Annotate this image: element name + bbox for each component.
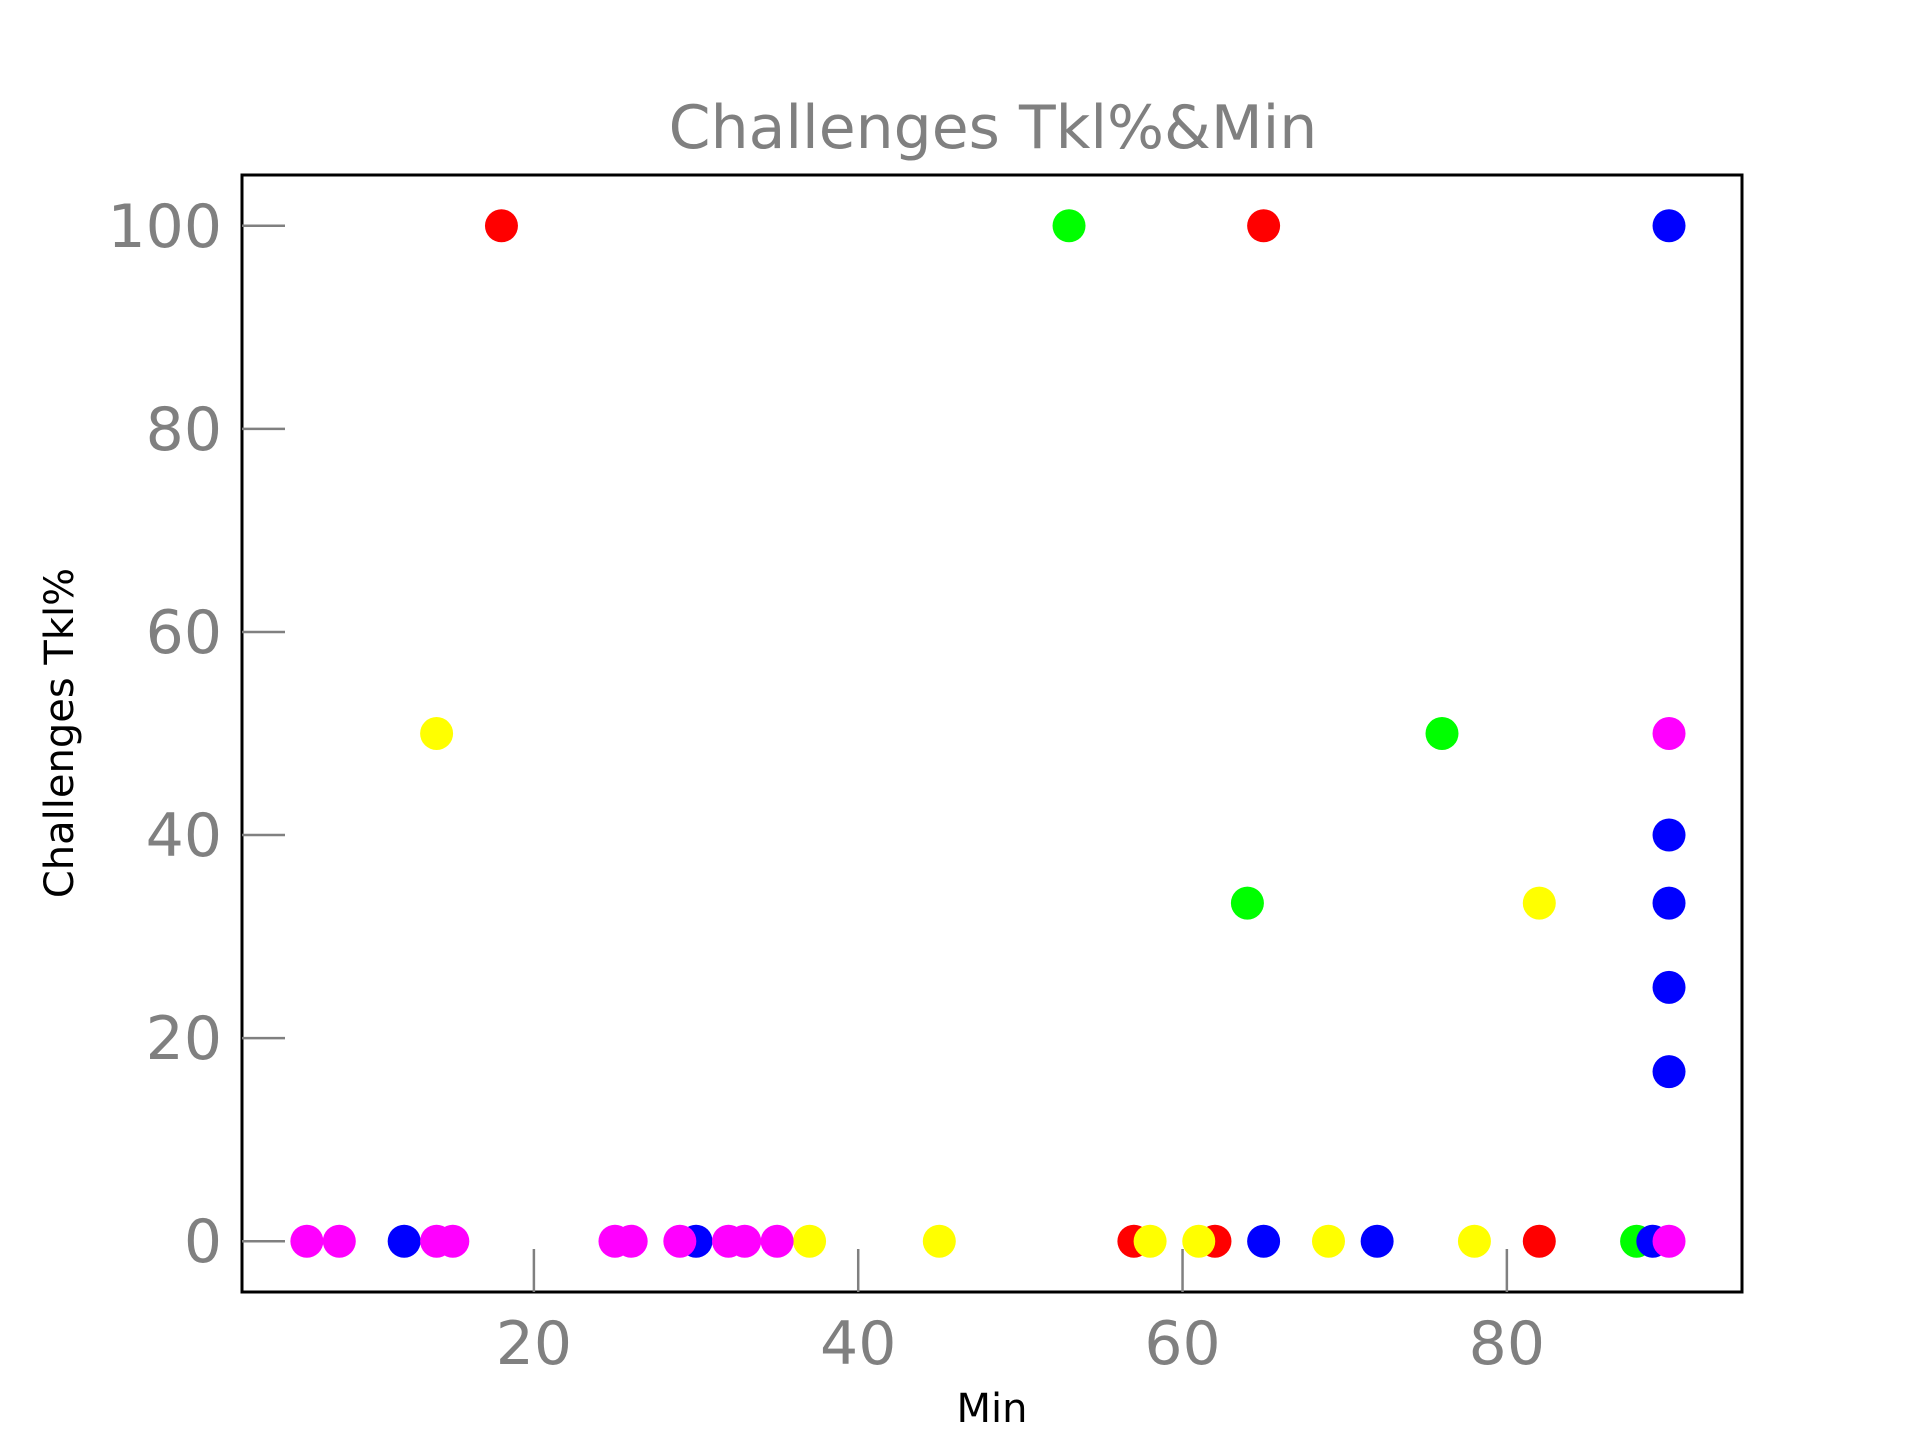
chart-title: Challenges Tkl%&Min bbox=[669, 93, 1318, 163]
data-point bbox=[728, 1224, 762, 1258]
data-point bbox=[420, 717, 454, 750]
x-tick-label: 20 bbox=[496, 1309, 572, 1379]
y-axis-label: Challenges Tkl% bbox=[37, 568, 83, 898]
data-point bbox=[322, 1224, 356, 1258]
y-tick-label: 60 bbox=[146, 598, 222, 668]
data-point bbox=[1133, 1224, 1167, 1258]
plot-frame bbox=[240, 173, 1744, 1294]
data-points bbox=[290, 209, 1686, 1258]
data-point bbox=[1652, 818, 1686, 852]
data-point bbox=[290, 1224, 324, 1258]
data-point bbox=[1652, 1224, 1686, 1258]
y-tick-label: 20 bbox=[146, 1004, 222, 1074]
data-point bbox=[484, 209, 518, 243]
x-axis-ticks: 20 40 60 80 bbox=[496, 1249, 1545, 1379]
data-point bbox=[1247, 209, 1281, 243]
data-point bbox=[1182, 1224, 1216, 1258]
y-tick-label: 100 bbox=[107, 192, 222, 262]
data-point bbox=[1652, 717, 1686, 750]
data-point bbox=[1425, 717, 1459, 750]
data-point bbox=[1311, 1224, 1345, 1258]
x-axis-label: Min bbox=[957, 1386, 1028, 1432]
data-point bbox=[1652, 209, 1686, 243]
data-point bbox=[1247, 1224, 1281, 1258]
data-point bbox=[1522, 886, 1556, 920]
data-point bbox=[1230, 886, 1264, 920]
y-axis-ticks: 0 20 40 60 80 100 bbox=[107, 192, 285, 1277]
data-point bbox=[1652, 1055, 1686, 1089]
data-point bbox=[436, 1224, 470, 1258]
data-point bbox=[1052, 209, 1086, 243]
data-point bbox=[1457, 1224, 1491, 1258]
data-point bbox=[1652, 886, 1686, 920]
data-point bbox=[1522, 1224, 1556, 1258]
data-point bbox=[793, 1224, 827, 1258]
data-point bbox=[922, 1224, 956, 1258]
y-tick-label: 40 bbox=[146, 801, 222, 871]
data-point bbox=[663, 1224, 697, 1258]
data-point bbox=[1652, 970, 1686, 1004]
x-tick-label: 60 bbox=[1144, 1309, 1220, 1379]
y-tick-label: 80 bbox=[146, 395, 222, 465]
y-tick-label: 0 bbox=[184, 1207, 222, 1277]
data-point bbox=[1360, 1224, 1394, 1258]
x-tick-label: 40 bbox=[820, 1309, 896, 1379]
data-point bbox=[387, 1224, 421, 1258]
data-point bbox=[760, 1224, 794, 1258]
x-tick-label: 80 bbox=[1469, 1309, 1545, 1379]
data-point bbox=[614, 1224, 648, 1258]
